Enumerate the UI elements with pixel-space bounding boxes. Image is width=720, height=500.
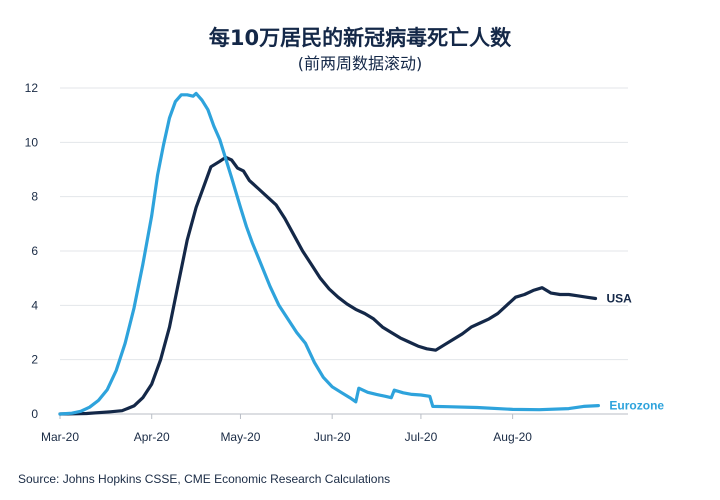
y-tick-label: 12 — [25, 81, 39, 95]
x-tick-label: Aug-20 — [493, 430, 532, 444]
series-label-eurozone: Eurozone — [609, 399, 664, 413]
x-tick-label: Jun-20 — [314, 430, 351, 444]
line-chart: 0 2 4 6 8 10 12 Mar-20 Apr-20 May-20 Jun-20 Jul-20 A… — [25, 81, 665, 444]
y-tick-label: 10 — [25, 135, 39, 149]
x-tick-label: Mar-20 — [41, 430, 79, 444]
source-note: Source: Johns Hopkins CSSE, CME Economic… — [18, 472, 391, 486]
y-tick-label: 0 — [31, 407, 38, 421]
series-label-usa: USA — [606, 292, 632, 306]
x-tick-label: May-20 — [220, 430, 260, 444]
y-tick-label: 8 — [31, 190, 38, 204]
series-line-usa — [58, 155, 598, 416]
y-tick-label: 4 — [31, 298, 38, 312]
y-tick-label: 2 — [31, 353, 38, 367]
chart-title: 每10万居民的新冠病毒死亡人数 — [208, 26, 512, 50]
x-tick-label: Apr-20 — [134, 430, 170, 444]
chart-subtitle: (前两周数据滚动) — [297, 54, 423, 73]
x-tick-label: Jul-20 — [405, 430, 438, 444]
series-line-eurozone — [58, 91, 600, 416]
y-tick-label: 6 — [31, 244, 38, 258]
